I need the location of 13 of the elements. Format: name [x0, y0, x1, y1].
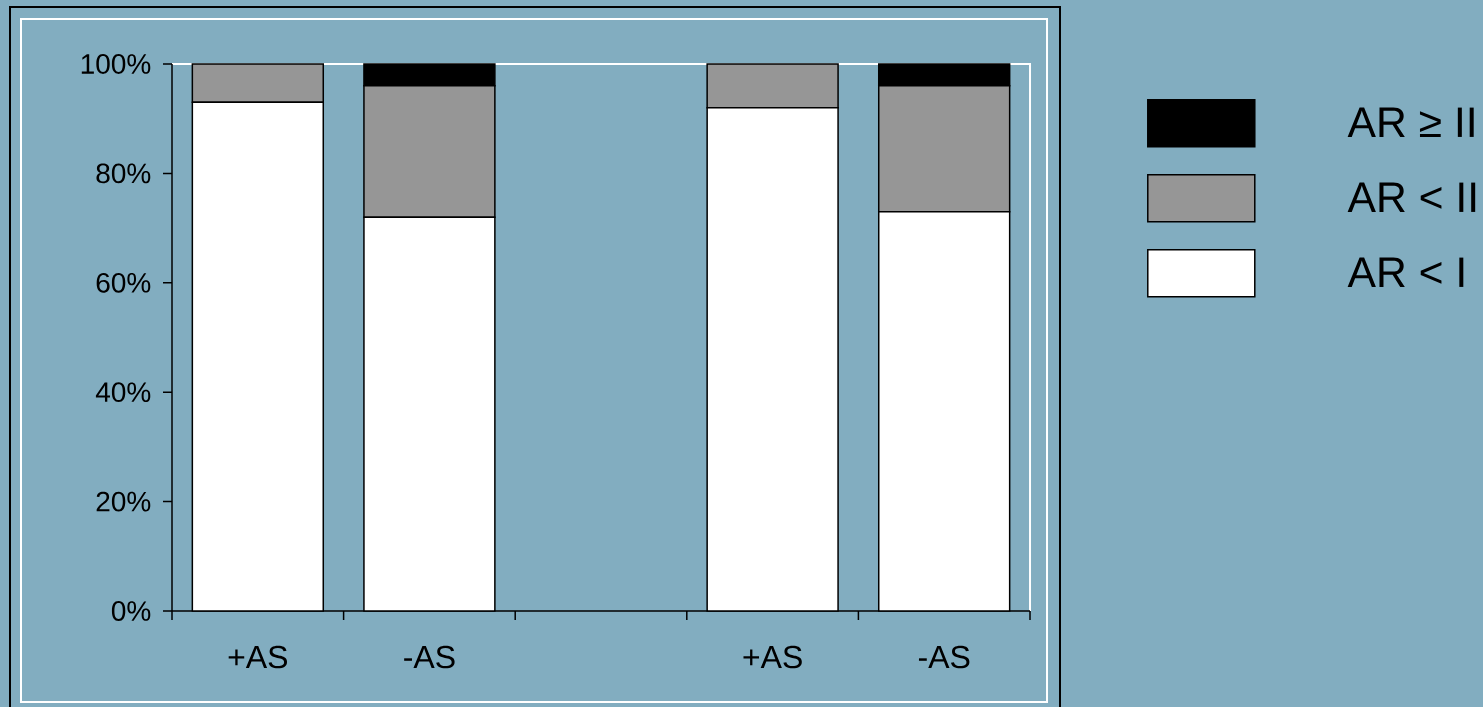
legend-label: AR < II [1347, 182, 1476, 212]
x-tick-label: -AS [404, 645, 455, 669]
legend-label: AR ≥ II [1347, 107, 1474, 137]
y-tick-label: 60% [96, 272, 151, 293]
y-tick-label: 40% [95, 382, 151, 403]
y-tick-label: 20% [96, 491, 151, 512]
x-tick-label: +AS [743, 645, 802, 669]
y-tick-label: 0% [111, 601, 151, 621]
x-tick-label: +AS [228, 645, 288, 669]
x-tick-label: -AS [918, 645, 970, 669]
y-tick-label: 100% [81, 54, 151, 74]
legend-label: AR < I [1347, 257, 1464, 287]
y-tick-label: 80% [96, 163, 151, 184]
